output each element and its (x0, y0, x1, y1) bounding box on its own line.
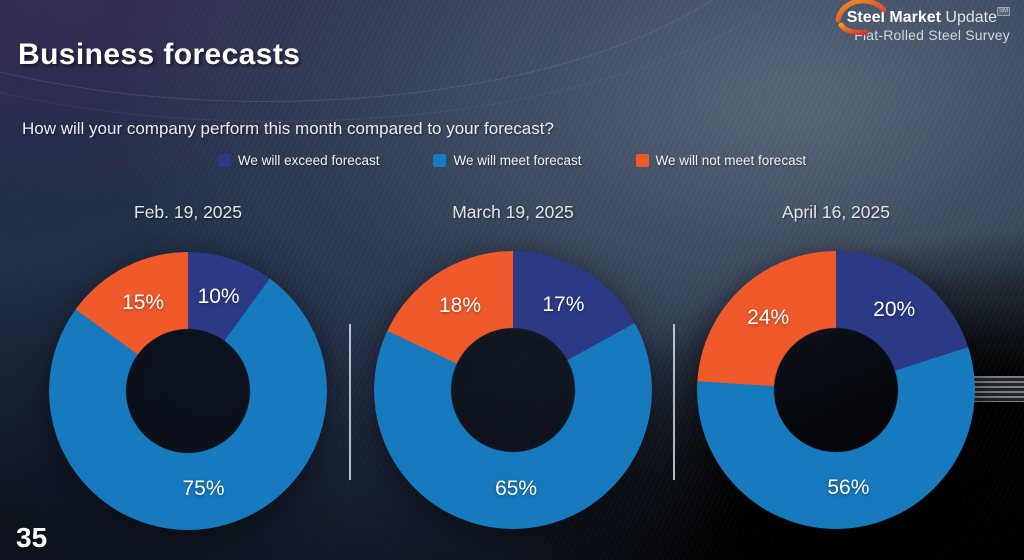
page-title: Business forecasts (18, 38, 301, 71)
legend-label: We will not meet forecast (655, 153, 807, 168)
logo-subtitle: Flat-Rolled Steel Survey (854, 26, 1010, 43)
logo-brand-light: Update (945, 9, 997, 26)
divider (673, 324, 675, 480)
donut-chart-march: 17% 65% 18% (374, 251, 652, 529)
chart-date-april: April 16, 2025 (782, 202, 890, 222)
legend-swatch-meet (433, 154, 447, 167)
slice-label: 20% (873, 297, 916, 321)
donut-chart-feb: 10% 75% 15% (49, 252, 327, 530)
slice-label: 24% (747, 305, 790, 329)
slice-label: 10% (197, 284, 240, 308)
steel-market-update-logo: Steel Market Update SM Flat-Rolled Steel … (835, 0, 1010, 43)
legend-label: We will meet forecast (453, 153, 582, 168)
logo-brand-line: Steel Market Update SM (835, 0, 1010, 36)
survey-question: How will your company perform this month… (22, 119, 554, 138)
slice-label: 18% (438, 294, 482, 318)
logo-brand-bold: Steel Market (835, 0, 941, 36)
legend-swatch-not-meet (635, 154, 649, 167)
donut-ring (374, 251, 652, 529)
page-number: 35 (16, 522, 48, 553)
chart-date-march: March 19, 2025 (452, 202, 574, 222)
slice-label: 75% (182, 476, 225, 500)
slice-label: 65% (495, 477, 538, 500)
coil-edge-highlight (970, 376, 1024, 402)
donut-ring (697, 251, 975, 529)
slice-label: 15% (122, 290, 165, 314)
trademark-badge: SM (997, 6, 1010, 16)
slice-label: 17% (542, 292, 585, 316)
chart-date-feb: Feb. 19, 2025 (134, 202, 242, 222)
legend-item-not-meet: We will not meet forecast (635, 153, 807, 168)
donut-chart-april: 20% 56% 24% (697, 251, 975, 529)
legend-swatch-exceed (217, 154, 231, 167)
donut-ring (49, 252, 327, 530)
legend-label: We will exceed forecast (237, 153, 380, 168)
legend-item-exceed: We will exceed forecast (217, 153, 380, 168)
divider (349, 324, 351, 480)
chart-legend: We will exceed forecast We will meet for… (0, 153, 1024, 168)
legend-item-meet: We will meet forecast (433, 153, 582, 168)
slice-label: 56% (827, 476, 870, 500)
